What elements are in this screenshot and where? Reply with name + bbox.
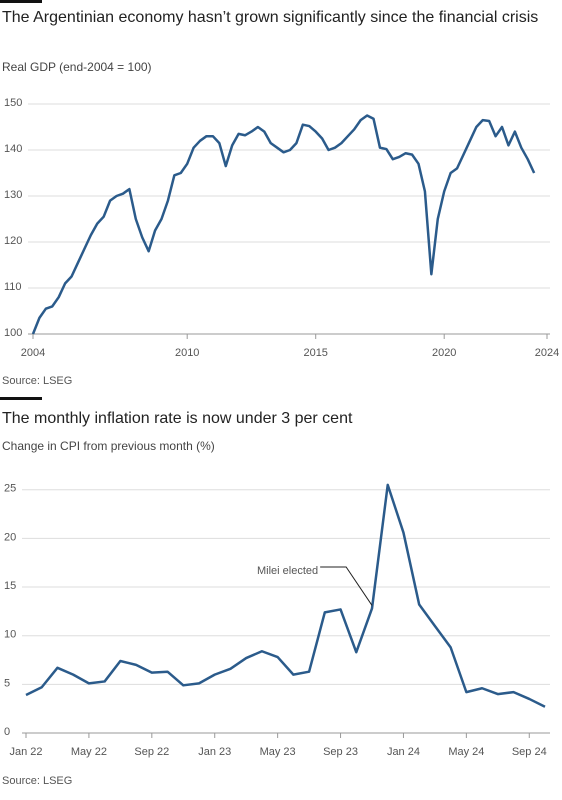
x-tick-label: Jan 24 [387,746,420,758]
x-tick-label: 2004 [21,347,45,359]
x-tick-label: May 22 [71,746,107,758]
separator [0,397,42,400]
chart-subtitle: Change in CPI from previous month (%) [2,439,215,453]
x-tick-label: Sep 22 [134,746,169,758]
x-tick-label: May 23 [260,746,296,758]
y-tick-label: 100 [4,327,22,339]
y-tick-label: 5 [4,677,10,689]
chart-subtitle: Real GDP (end-2004 = 100) [2,60,152,74]
x-tick-label: 2020 [432,347,456,359]
annotation: Milei elected [257,565,318,577]
source: Source: LSEG [2,775,73,787]
x-tick-label: Sep 23 [323,746,358,758]
x-tick-label: Jan 23 [198,746,231,758]
x-tick-label: Jan 22 [9,746,42,758]
y-tick-label: 0 [4,726,10,738]
y-tick-label: 150 [4,97,22,109]
source: Source: LSEG [2,375,73,387]
y-tick-label: 140 [4,143,22,155]
y-tick-label: 20 [4,531,16,543]
x-tick-label: 2015 [303,347,327,359]
separator [0,0,42,3]
annotation-leader [320,566,373,606]
x-tick-label: 2024 [535,347,559,359]
y-tick-label: 25 [4,483,16,495]
chart-title: The Argentinian economy hasn’t grown sig… [2,9,539,26]
data-line [31,114,536,335]
chart-title: The monthly inflation rate is now under … [2,410,353,427]
y-tick-label: 15 [4,580,16,592]
data-line [25,483,546,708]
y-tick-label: 130 [4,189,22,201]
x-tick-label: 2010 [175,347,199,359]
x-tick-label: May 24 [448,746,484,758]
y-tick-label: 120 [4,235,22,247]
x-tick-label: Sep 24 [512,746,547,758]
y-tick-label: 10 [4,629,16,641]
y-tick-label: 110 [4,281,22,293]
